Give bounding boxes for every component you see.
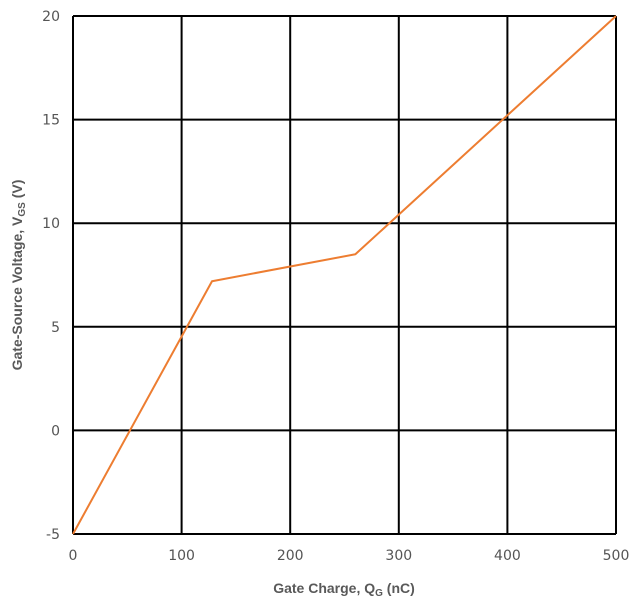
x-axis-title: Gate Charge, QG (nC)	[273, 580, 415, 599]
series-line	[72, 15, 617, 535]
x-tick-label: 400	[494, 548, 521, 564]
y-tick-label: 10	[42, 216, 60, 232]
y-axis-title: Gate-Source Voltage, VGS (V)	[9, 180, 28, 371]
y-tick-label: 0	[51, 423, 60, 439]
x-tick-label: 500	[603, 548, 630, 564]
x-tick-label: 300	[385, 548, 412, 564]
y-tick-labels: -5 0 5 10 15 20	[42, 9, 60, 543]
grid	[72, 15, 617, 535]
x-tick-labels: 0 100 200 300 400 500	[69, 548, 630, 564]
x-tick-label: 0	[69, 548, 78, 564]
y-tick-label: 20	[42, 9, 60, 25]
x-tick-label: 100	[168, 548, 195, 564]
series-group	[72, 15, 617, 535]
y-tick-label: -5	[46, 527, 60, 543]
x-tick-label: 200	[277, 548, 304, 564]
y-tick-label: 5	[51, 320, 60, 336]
y-tick-label: 15	[42, 113, 60, 129]
